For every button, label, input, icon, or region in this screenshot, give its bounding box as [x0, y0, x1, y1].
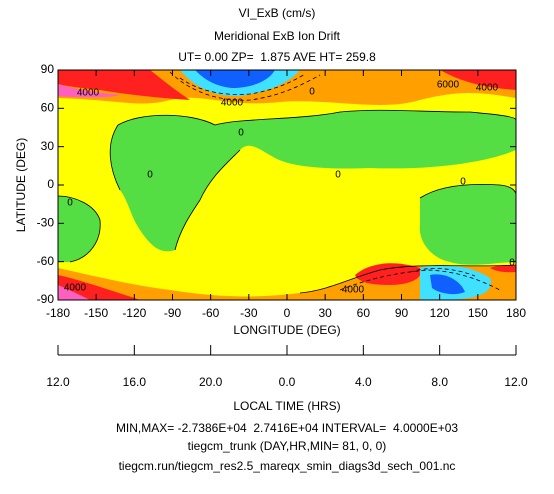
- lt-tick-label: 12.0: [46, 375, 70, 389]
- y-axis-label: LATITUDE (DEG): [14, 138, 28, 232]
- x-tick-label: -60: [202, 306, 220, 320]
- x-tick-label: -120: [122, 306, 146, 320]
- lt-tick-label: 0.0: [279, 375, 296, 389]
- contour-label: 0: [238, 128, 244, 139]
- y-tick-label: 30: [41, 139, 55, 153]
- contour-label: 4000: [64, 283, 87, 294]
- contour-label: 0: [67, 198, 73, 209]
- lt-tick-label: 20.0: [199, 375, 223, 389]
- chart-subtitle: Meridional ExB Ion Drift: [214, 29, 341, 43]
- lt-axis-label: LOCAL TIME (HRS): [233, 399, 340, 413]
- lt-tick-label: 12.0: [504, 375, 528, 389]
- contour-label: 0: [309, 87, 315, 98]
- x-tick-label: 150: [468, 306, 488, 320]
- x-tick-label: 60: [357, 306, 371, 320]
- y-tick-label: -30: [37, 216, 55, 230]
- x-axis-label: LONGITUDE (DEG): [233, 323, 340, 337]
- x-tick-label: 0: [284, 306, 291, 320]
- x-tick-label: -180: [46, 306, 70, 320]
- x-tick-label: -90: [164, 306, 182, 320]
- x-tick-label: 90: [395, 306, 409, 320]
- lt-tick-label: 8.0: [431, 375, 448, 389]
- contour-label: 0: [509, 258, 515, 269]
- contour-label: 0: [460, 177, 466, 188]
- chart-info: UT= 0.00 ZP= 1.875 AVE HT= 259.8: [178, 50, 376, 64]
- y-tick-label: 90: [41, 62, 55, 76]
- x-tick-label: 120: [430, 306, 450, 320]
- lt-tick-label: 16.0: [123, 375, 147, 389]
- x-tick-label: -30: [240, 306, 258, 320]
- y-tick-label: 60: [41, 101, 55, 115]
- y-tick-label: -60: [37, 254, 55, 268]
- contour-label: 4000: [77, 88, 100, 99]
- x-tick-label: 180: [506, 306, 526, 320]
- contour-label: 4000: [476, 83, 499, 94]
- contour-label: 0: [335, 170, 341, 181]
- footer-line: MIN,MAX= -2.7386E+04 2.7416E+04 INTERVAL…: [116, 421, 458, 435]
- contour-label: 0: [147, 170, 153, 181]
- x-tick-label: -150: [84, 306, 108, 320]
- chart-title: VI_ExB (cm/s): [239, 6, 316, 20]
- lt-tick-label: 4.0: [355, 375, 372, 389]
- x-tick-label: 30: [318, 306, 332, 320]
- y-tick-label: 0: [47, 177, 54, 191]
- footer-line: tiegcm_trunk (DAY,HR,MIN= 81, 0, 0): [188, 439, 387, 453]
- contour-label: 4000: [221, 98, 244, 109]
- contour-label: 6000: [437, 80, 460, 91]
- contour-label: 4000: [342, 285, 365, 296]
- footer-line: tiegcm.run/tiegcm_res2.5_mareqx_smin_dia…: [119, 459, 456, 473]
- y-tick-label: -90: [37, 292, 55, 306]
- contour-field: [58, 70, 516, 300]
